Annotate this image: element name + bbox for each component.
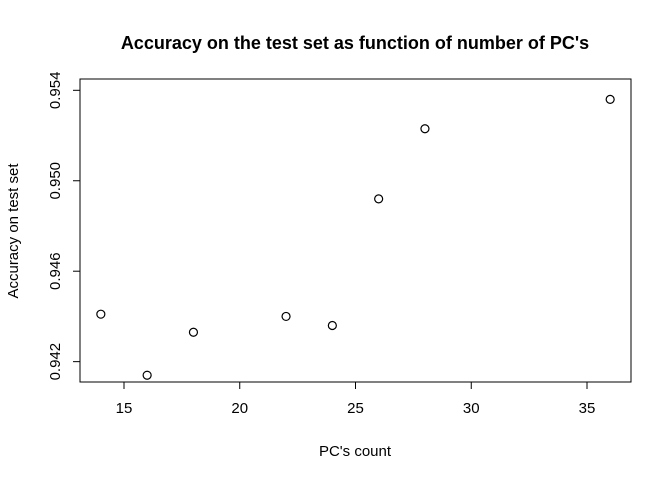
- y-tick-label: 0.942: [47, 343, 64, 381]
- data-point: [327, 320, 337, 331]
- data-point: [142, 370, 152, 380]
- y-axis-label: Accuracy on test set: [5, 163, 22, 299]
- chart-title: Accuracy on the test set as function of …: [121, 33, 589, 53]
- x-tick-label: 30: [463, 400, 480, 417]
- data-point: [281, 311, 291, 322]
- x-axis-label: PC's count: [319, 443, 392, 460]
- x-tick-label: 25: [347, 400, 364, 417]
- x-tick-label: 15: [116, 400, 133, 417]
- y-tick-label: 0.954: [47, 72, 64, 110]
- data-points: [96, 94, 615, 380]
- data-point: [188, 327, 199, 337]
- data-point: [374, 194, 384, 204]
- plot-frame: [79, 78, 632, 383]
- y-axis: 0.942 0.946 0.950 0.954: [47, 72, 81, 381]
- data-point: [420, 124, 430, 134]
- y-tick-label: 0.946: [47, 252, 64, 290]
- data-point: [96, 309, 106, 319]
- y-tick-label: 0.950: [47, 162, 64, 200]
- x-tick-label: 35: [579, 400, 596, 417]
- x-axis: 15 20 25 30 35: [116, 381, 596, 417]
- data-point: [605, 94, 615, 104]
- x-tick-label: 20: [231, 400, 248, 417]
